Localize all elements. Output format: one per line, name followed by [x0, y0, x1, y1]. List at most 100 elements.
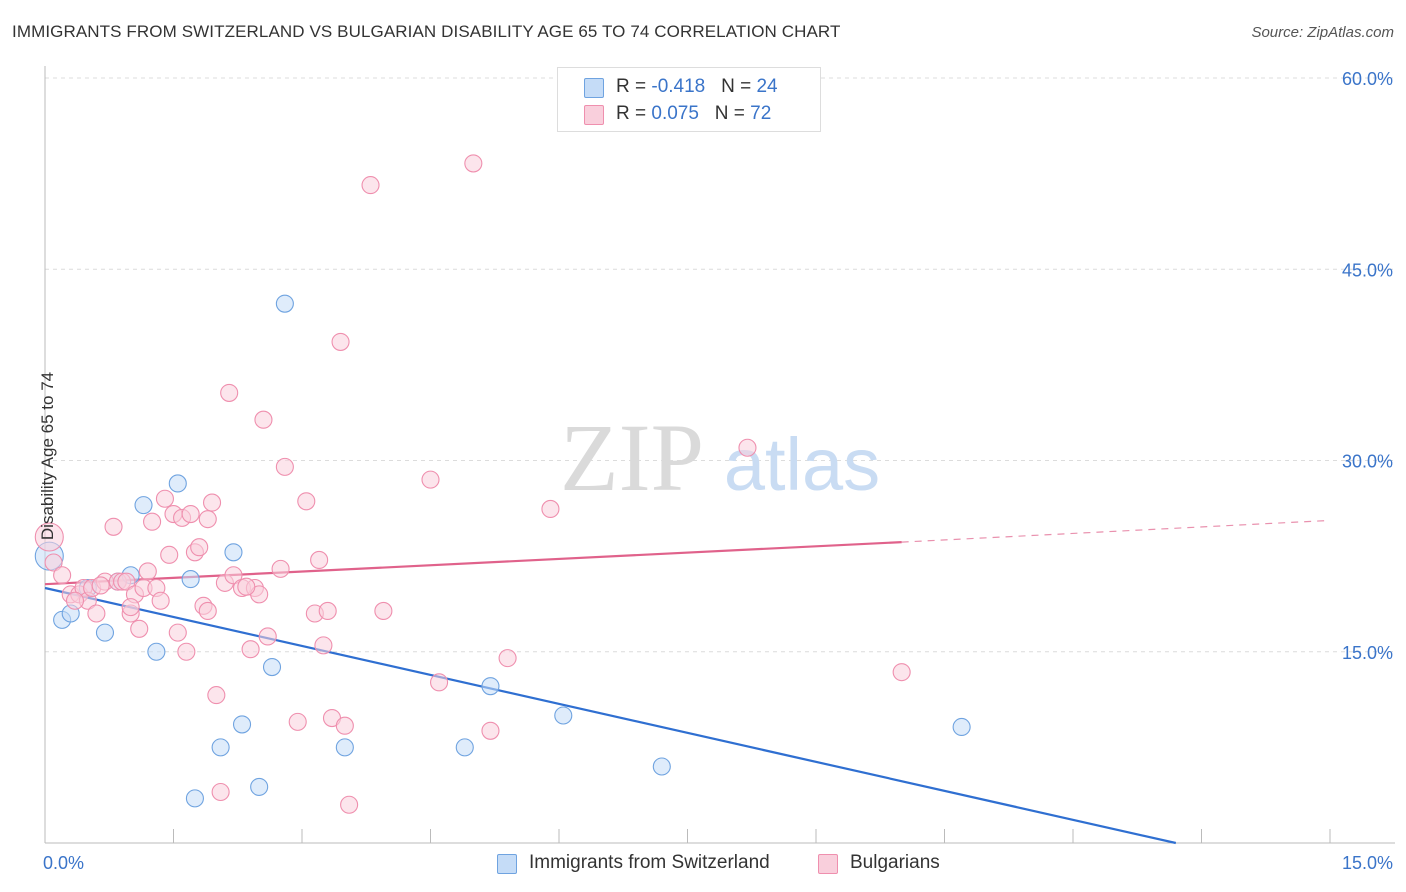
- point-switzerland: [232, 715, 252, 734]
- legend-n-label: N =: [714, 103, 751, 124]
- point-switzerland: [185, 789, 204, 808]
- watermark-zip: ZIP: [560, 404, 704, 511]
- point-switzerland: [224, 543, 243, 562]
- point-bulgarians: [310, 550, 329, 570]
- point-switzerland: [181, 570, 200, 589]
- point-bulgarians: [481, 721, 500, 740]
- point-switzerland: [134, 496, 153, 515]
- point-bulgarians: [254, 410, 273, 429]
- point-bulgarians: [297, 492, 316, 511]
- point-bulgarians: [288, 712, 307, 731]
- point-bulgarians: [464, 154, 483, 173]
- point-bulgarians: [151, 591, 170, 610]
- point-bulgarians: [203, 493, 222, 512]
- point-bulgarians: [181, 504, 200, 524]
- point-bulgarians: [121, 598, 140, 617]
- watermark: ZIP atlas: [560, 404, 880, 511]
- legend-n-label: N =: [721, 76, 757, 97]
- point-bulgarians: [241, 640, 260, 659]
- point-bulgarians: [168, 623, 187, 642]
- legend-r-label: R =: [616, 76, 652, 97]
- grid-lines: [45, 77, 1395, 653]
- point-bulgarians: [211, 782, 230, 802]
- point-bulgarians: [91, 576, 110, 595]
- point-bulgarians: [155, 489, 174, 508]
- legend-r-value: 0.075: [651, 103, 699, 124]
- legend-n-value: 72: [750, 103, 772, 124]
- point-bulgarians: [498, 649, 517, 668]
- watermark-atlas: atlas: [724, 423, 880, 506]
- y-tick-label: 15.0%: [1342, 643, 1393, 663]
- point-bulgarians: [374, 601, 393, 621]
- point-bulgarians: [314, 636, 333, 655]
- legend-swatch-bulgarians: [584, 105, 604, 125]
- point-bulgarians: [421, 470, 440, 489]
- point-bulgarians: [130, 619, 149, 638]
- chart-title: IMMIGRANTS FROM SWITZERLAND VS BULGARIAN…: [12, 22, 841, 41]
- point-bulgarians: [198, 510, 217, 529]
- point-switzerland: [168, 474, 187, 493]
- y-tick-label: 30.0%: [1342, 452, 1393, 472]
- data-points: [34, 154, 971, 814]
- legend-n-value: 24: [756, 76, 778, 97]
- y-tick-label: 45.0%: [1342, 260, 1393, 280]
- point-bulgarians: [541, 499, 560, 519]
- legend-r-value: -0.418: [651, 76, 706, 97]
- bottom-legend-swatch-bulgarians: [818, 854, 838, 874]
- point-bulgarians: [275, 457, 294, 476]
- point-switzerland: [275, 294, 294, 313]
- tick-labels: 15.0% 30.0% 45.0% 60.0% 0.0% 15.0%: [43, 69, 1393, 873]
- point-switzerland: [652, 757, 671, 776]
- point-bulgarians: [331, 332, 350, 351]
- point-bulgarians: [104, 517, 123, 536]
- point-bulgarians: [34, 522, 64, 552]
- point-bulgarians: [430, 673, 449, 692]
- point-bulgarians: [117, 572, 136, 591]
- point-switzerland: [481, 677, 500, 696]
- point-bulgarians: [207, 686, 226, 705]
- trend-line-switzerland: [44, 586, 1177, 845]
- point-bulgarians: [892, 663, 911, 682]
- y-axis-label: Disability Age 65 to 74: [38, 371, 57, 541]
- point-bulgarians: [138, 562, 157, 581]
- trend-extension-bulgarians: [901, 519, 1331, 543]
- point-bulgarians: [237, 577, 256, 596]
- point-bulgarians: [190, 538, 209, 557]
- x-tick-label-max: 15.0%: [1342, 853, 1393, 873]
- y-tick-label: 60.0%: [1342, 69, 1393, 89]
- point-bulgarians: [340, 795, 359, 814]
- point-bulgarians: [177, 642, 196, 661]
- axes: [44, 66, 1395, 844]
- point-bulgarians: [65, 591, 85, 610]
- point-bulgarians: [738, 438, 757, 457]
- point-bulgarians: [53, 566, 72, 585]
- legend-r-label: R =: [616, 103, 652, 124]
- point-bulgarians: [335, 716, 354, 735]
- point-bulgarians: [143, 512, 162, 531]
- point-bulgarians: [361, 176, 380, 195]
- bottom-legend-label-bulgarians: Bulgarians: [850, 852, 940, 873]
- point-bulgarians: [44, 553, 63, 572]
- point-switzerland: [211, 738, 230, 757]
- point-bulgarians: [271, 559, 290, 578]
- point-switzerland: [554, 706, 573, 725]
- point-switzerland: [335, 738, 354, 757]
- point-switzerland: [95, 623, 115, 642]
- point-switzerland: [455, 738, 474, 757]
- bottom-legend-swatch-switzerland: [497, 854, 517, 874]
- x-tick-label-min: 0.0%: [43, 853, 84, 873]
- point-bulgarians: [258, 627, 277, 646]
- point-switzerland: [147, 642, 166, 661]
- point-switzerland: [952, 717, 971, 737]
- source-credit: Source: ZipAtlas.com: [1251, 24, 1394, 41]
- point-bulgarians: [318, 601, 337, 621]
- point-bulgarians: [220, 383, 239, 402]
- correlation-legend: R = -0.418 N = 24 R = 0.075 N = 72: [557, 67, 821, 132]
- point-bulgarians: [198, 601, 217, 621]
- point-bulgarians: [160, 545, 179, 564]
- point-switzerland: [250, 777, 269, 796]
- point-bulgarians: [224, 566, 243, 585]
- legend-swatch-switzerland: [584, 78, 604, 98]
- bottom-legend-label-switzerland: Immigrants from Switzerland: [529, 852, 770, 873]
